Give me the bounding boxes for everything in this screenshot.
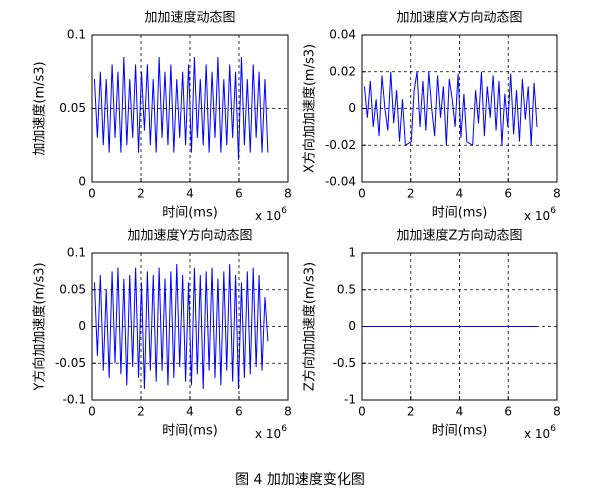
x-scale-exponent: 6 — [550, 206, 556, 216]
y-axis-label: 加加速度(m/s3) — [32, 61, 48, 155]
x-axis-label: 时间(ms) — [162, 424, 218, 439]
axes-frame — [91, 252, 289, 401]
x-tick-label: 2 — [407, 187, 415, 201]
chart-title: 加加速度Y方向动态图 — [128, 228, 253, 244]
y-tick-label: 0 — [348, 101, 356, 115]
x-tick-label: 6 — [235, 405, 243, 419]
x-tick-label: 0 — [358, 187, 366, 201]
x-axis-label: 时间(ms) — [432, 206, 488, 221]
x-scale-label: x 106 — [255, 424, 287, 441]
x-scale-label: x 106 — [255, 206, 287, 223]
y-tick-label: 0.04 — [329, 28, 356, 42]
y-tick-label: -0.1 — [63, 393, 86, 407]
x-scale-exponent: 6 — [281, 424, 287, 434]
x-scale-label: x 106 — [524, 206, 556, 223]
y-tick-label: 0.1 — [67, 246, 86, 260]
axes-frame — [361, 252, 558, 401]
y-tick-label: 0.05 — [59, 282, 86, 296]
figure-caption: 图 4 加加速度变化图 — [235, 472, 365, 488]
x-tick-label: 8 — [553, 187, 561, 201]
y-tick-label: 0.5 — [337, 282, 356, 296]
y-tick-label: 0 — [78, 319, 86, 333]
x-scale-base: x 10 — [255, 209, 281, 223]
y-tick-label: 0.1 — [67, 28, 86, 42]
x-axis-label: 时间(ms) — [432, 424, 488, 439]
y-tick-label: -1 — [344, 393, 356, 407]
y-tick-label: 0.02 — [329, 64, 356, 78]
axes-frame — [91, 34, 289, 183]
y-tick-label: 1 — [348, 246, 356, 260]
x-axis-label: 时间(ms) — [162, 206, 218, 221]
y-tick-label: 0 — [78, 175, 86, 189]
y-tick-label: -0.05 — [55, 356, 86, 370]
x-tick-label: 4 — [186, 187, 194, 201]
x-tick-label: 0 — [358, 405, 366, 419]
x-tick-label: 8 — [284, 187, 292, 201]
axes-frame — [361, 34, 558, 183]
x-tick-label: 6 — [235, 187, 243, 201]
x-tick-label: 4 — [456, 405, 464, 419]
x-scale-base: x 10 — [255, 427, 281, 441]
y-tick-label: -0.5 — [333, 356, 356, 370]
x-tick-label: 2 — [137, 405, 145, 419]
data-line — [363, 71, 538, 147]
y-tick-label: 0.05 — [59, 101, 86, 115]
y-tick-label: 0 — [348, 319, 356, 333]
x-tick-label: 2 — [137, 187, 145, 201]
chart-title: 加加速度动态图 — [144, 10, 235, 26]
x-tick-label: 0 — [88, 187, 96, 201]
y-tick-label: -0.02 — [325, 138, 356, 152]
x-tick-label: 4 — [456, 187, 464, 201]
x-tick-label: 4 — [186, 405, 194, 419]
x-tick-label: 2 — [407, 405, 415, 419]
data-line — [93, 57, 269, 160]
chart-title: 加加速度Z方向动态图 — [397, 228, 523, 244]
x-scale-base: x 10 — [524, 209, 550, 223]
data-line — [93, 264, 269, 389]
chart-title: 加加速度X方向动态图 — [397, 10, 523, 26]
x-scale-exponent: 6 — [281, 206, 287, 216]
y-axis-label: Z方向加加速度(m/s3) — [302, 262, 318, 391]
x-tick-label: 8 — [553, 405, 561, 419]
x-tick-label: 8 — [284, 405, 292, 419]
y-axis-label: Y方向加加速度(m/s3) — [32, 262, 48, 391]
x-tick-label: 0 — [88, 405, 96, 419]
x-scale-label: x 106 — [524, 424, 556, 441]
x-scale-base: x 10 — [524, 427, 550, 441]
x-tick-label: 6 — [504, 187, 512, 201]
y-tick-label: -0.04 — [325, 175, 356, 189]
y-axis-label: X方向加加速度(m/s3) — [302, 44, 318, 173]
x-scale-exponent: 6 — [550, 424, 556, 434]
x-tick-label: 6 — [504, 405, 512, 419]
